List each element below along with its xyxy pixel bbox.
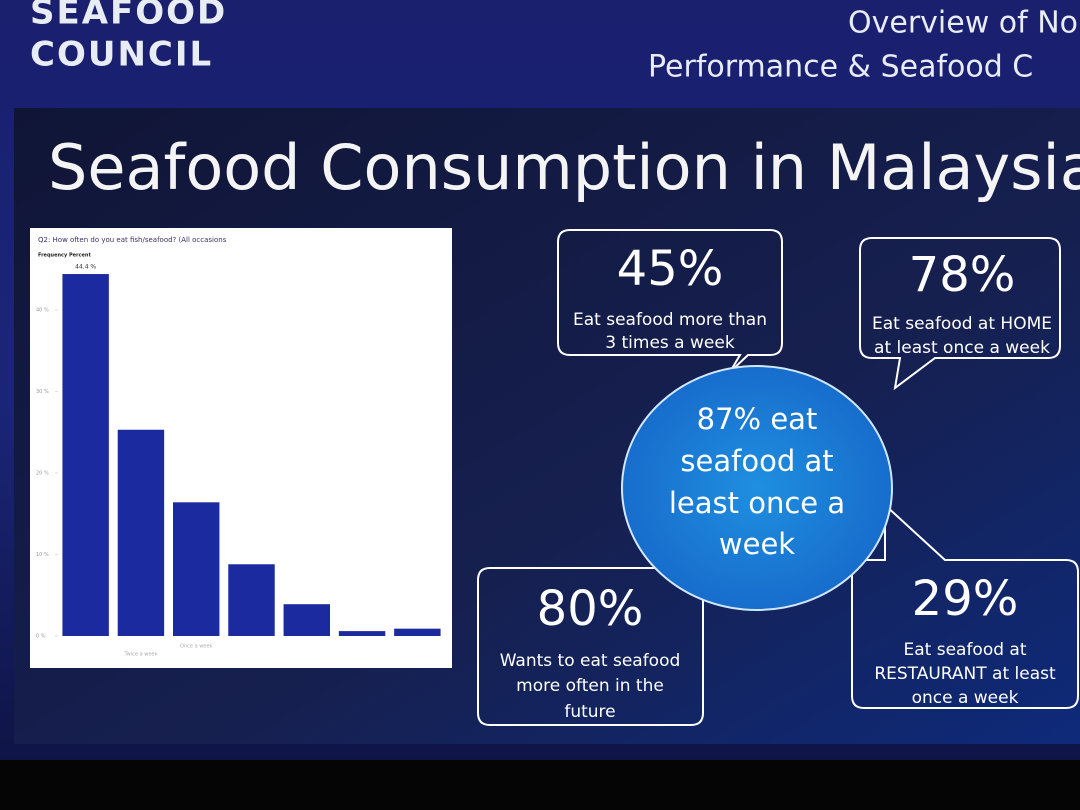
callout-number: 80% [537, 581, 644, 637]
deck-title: Performance & Seafood C [648, 50, 1033, 85]
data-label: 44.4 % [75, 264, 96, 271]
callout-box [557, 229, 783, 373]
bar [172, 502, 220, 636]
y-axis-label: Frequency Percent [38, 253, 91, 259]
y-tick-label: 0 % [36, 634, 46, 640]
center-text: 87% eat [697, 402, 818, 436]
callout-text: RESTAURANT at least [874, 664, 1056, 684]
bar [338, 631, 386, 636]
callout-text: once a week [912, 688, 1019, 708]
callout-number: 78% [909, 247, 1016, 303]
bar [117, 429, 165, 636]
slide-title: Seafood Consumption in Malaysia [48, 131, 1080, 204]
bar [283, 604, 331, 636]
callout-number: 29% [912, 571, 1019, 627]
bar [394, 628, 441, 636]
callout-text: Eat seafood more than [573, 310, 767, 330]
y-tick-label: 20 % [36, 470, 49, 476]
center-text: least once a [669, 486, 845, 520]
callout-text: at least once a week [874, 338, 1050, 358]
callout-text: Wants to eat seafood [500, 651, 681, 671]
callout-text: Eat seafood at HOME [872, 314, 1052, 334]
x-tick-label: Twice a week [123, 652, 157, 658]
callout-number: 45% [617, 241, 724, 297]
y-tick-label: 40 % [36, 307, 49, 313]
callout-text: future [564, 702, 615, 722]
callout-text: 3 times a week [605, 333, 735, 353]
y-tick-label: 30 % [36, 389, 49, 395]
y-tick-label: 10 % [36, 552, 49, 558]
chart-title: Q2: How often do you eat fish/seafood? (… [38, 236, 227, 244]
bar [62, 274, 109, 636]
callout-text: Eat seafood at [903, 640, 1026, 660]
x-tick-label: Once a week [180, 644, 212, 650]
center-bubble [621, 365, 893, 611]
center-text: week [719, 527, 795, 561]
brand: SEAFOOD [30, 0, 227, 33]
deck-title: Overview of No [848, 6, 1078, 41]
callout-box [859, 237, 1061, 391]
brand: COUNCIL [30, 35, 213, 75]
center-text: seafood at [680, 444, 833, 478]
bezel [0, 760, 1080, 810]
callout-text: more often in the [516, 676, 664, 696]
bar [228, 564, 275, 636]
